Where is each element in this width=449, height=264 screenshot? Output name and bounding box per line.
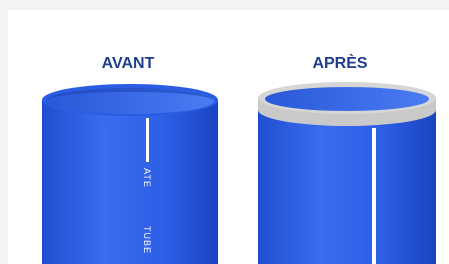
pipe-after bbox=[258, 82, 436, 264]
pipe-text: TUBE bbox=[142, 226, 152, 254]
after-label: APRÈS bbox=[312, 53, 367, 72]
pipe-before: ATE TUBE bbox=[42, 84, 218, 264]
before-label: AVANT bbox=[102, 55, 155, 72]
pipe-text: ATE bbox=[142, 168, 152, 188]
comparison-image: AVANT APRÈS ATE TUBE bbox=[0, 0, 449, 264]
page: {"labels": {"before": "AVANT", "after": … bbox=[0, 0, 449, 264]
